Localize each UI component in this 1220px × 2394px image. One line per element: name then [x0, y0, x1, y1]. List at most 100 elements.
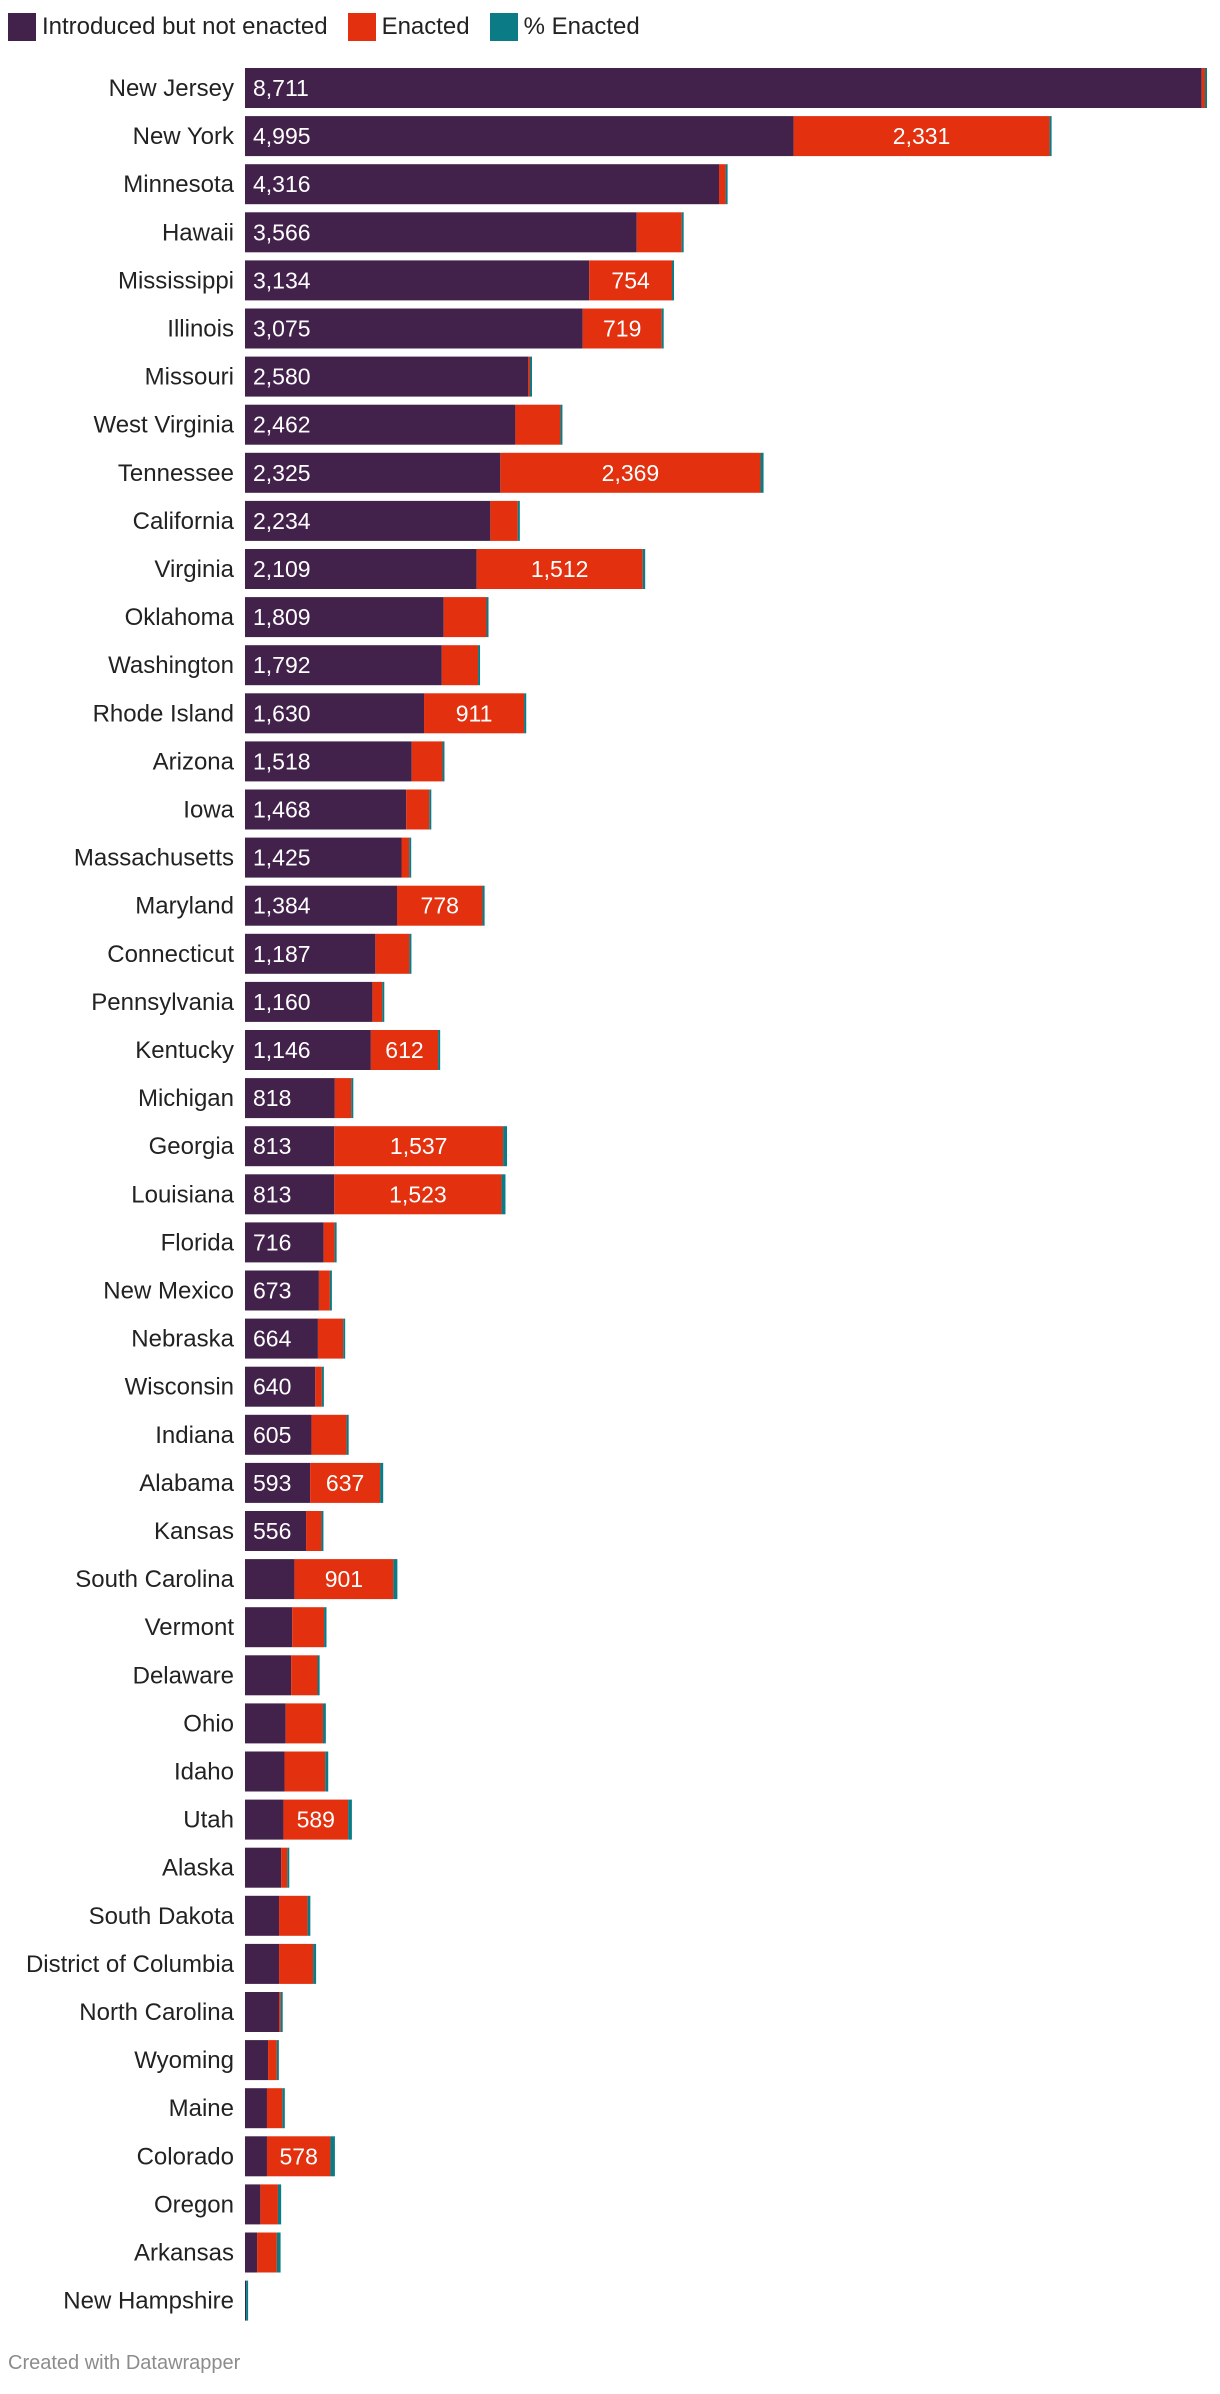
bar-pct-enacted-new-mexico: [329, 1270, 332, 1311]
value-label-introduced-connecticut: 1,187: [253, 941, 311, 967]
value-label-introduced-maryland: 1,384: [253, 893, 311, 919]
value-label-introduced-kentucky: 1,146: [253, 1037, 311, 1063]
bar-enacted-california: [490, 500, 518, 541]
legend-swatch-introduced: [8, 13, 36, 41]
bar-pct-enacted-kentucky: [438, 1030, 441, 1070]
bar-introduced-utah: [245, 1799, 284, 1840]
bar-enacted-arkansas: [257, 2232, 277, 2273]
bar-pct-enacted-louisiana: [501, 1174, 506, 1215]
value-label-enacted-maryland: 778: [421, 893, 459, 919]
bar-pct-enacted-oklahoma: [486, 597, 489, 638]
category-label-north-carolina: North Carolina: [79, 1999, 234, 2026]
legend-item-pct-enacted: % Enacted: [489, 13, 640, 41]
bar-enacted-maryland: [397, 885, 483, 926]
category-label-colorado: Colorado: [137, 2143, 234, 2170]
category-label-vermont: Vermont: [145, 1614, 235, 1641]
legend-label-enacted: Enacted: [381, 13, 470, 40]
category-label-rhode-island: Rhode Island: [93, 700, 234, 727]
category-label-tennessee: Tennessee: [118, 460, 234, 487]
bar-enacted-rhode-island: [424, 693, 525, 734]
value-label-introduced-tennessee: 2,325: [253, 460, 311, 486]
bar-introduced-alabama: [245, 1462, 311, 1503]
category-label-nebraska: Nebraska: [131, 1326, 234, 1353]
bar-introduced-wyoming: [245, 2040, 269, 2081]
bar-pct-enacted-illinois: [661, 308, 664, 349]
value-label-enacted-rhode-island: 911: [456, 700, 493, 726]
bar-enacted-arizona: [411, 741, 443, 782]
category-label-minnesota: Minnesota: [123, 171, 234, 198]
bar-enacted-mississippi: [589, 260, 673, 301]
bar-pct-enacted-mississippi: [672, 260, 675, 301]
bar-enacted-vermont: [292, 1607, 325, 1648]
bar-introduced-pennsylvania: [245, 981, 373, 1022]
category-label-south-carolina: South Carolina: [75, 1566, 234, 1593]
category-label-oregon: Oregon: [154, 2191, 234, 2218]
bar-introduced-louisiana: [245, 1174, 335, 1215]
bar-introduced-new-hampshire: [245, 2280, 247, 2321]
value-label-introduced-new-york: 4,995: [253, 123, 311, 149]
value-label-enacted-mississippi: 754: [611, 267, 650, 293]
value-label-introduced-nebraska: 664: [253, 1326, 292, 1352]
value-label-enacted-utah: 589: [297, 1807, 335, 1833]
bar-introduced-indiana: [245, 1414, 312, 1455]
value-label-introduced-kansas: 556: [253, 1518, 291, 1544]
bar-introduced-oklahoma: [245, 597, 444, 638]
category-label-new-jersey: New Jersey: [109, 75, 234, 102]
bar-pct-enacted-new-jersey: [1205, 68, 1207, 108]
value-label-enacted-kentucky: 612: [385, 1037, 423, 1063]
bar-introduced-minnesota: [245, 164, 720, 205]
bar-introduced-oregon: [245, 2184, 261, 2225]
value-label-introduced-california: 2,234: [253, 508, 311, 534]
value-label-introduced-oklahoma: 1,809: [253, 604, 311, 630]
bar-introduced-ohio: [245, 1703, 286, 1744]
value-label-introduced-georgia: 813: [253, 1133, 291, 1159]
bar-introduced-tennessee: [245, 452, 501, 493]
category-label-missouri: Missouri: [145, 364, 234, 391]
bar-enacted-kansas: [306, 1511, 322, 1551]
category-label-florida: Florida: [161, 1229, 235, 1256]
bar-pct-enacted-wisconsin: [321, 1366, 324, 1407]
bar-enacted-south-carolina: [294, 1559, 394, 1600]
bar-introduced-illinois: [245, 308, 583, 349]
category-label-arizona: Arizona: [153, 748, 235, 775]
bar-enacted-new-york: [793, 116, 1050, 157]
value-label-introduced-virginia: 2,109: [253, 556, 311, 582]
bar-pct-enacted-south-carolina: [393, 1559, 398, 1600]
bar-pct-enacted-ohio: [322, 1703, 326, 1744]
value-label-introduced-indiana: 605: [253, 1422, 291, 1448]
bar-pct-enacted-alabama: [380, 1462, 384, 1503]
legend-swatch-enacted: [347, 13, 376, 41]
legend-item-enacted: Enacted: [347, 13, 470, 41]
category-label-hawaii: Hawaii: [162, 219, 234, 246]
bar-introduced-alaska: [245, 1847, 282, 1888]
bar-introduced-south-dakota: [245, 1895, 280, 1936]
bar-introduced-virginia: [245, 549, 477, 589]
bar-pct-enacted-pennsylvania: [382, 981, 385, 1022]
bar-pct-enacted-oregon: [277, 2184, 282, 2225]
bar-introduced-kentucky: [245, 1030, 371, 1070]
category-label-oklahoma: Oklahoma: [125, 604, 235, 631]
bar-pct-enacted-wyoming: [276, 2040, 279, 2081]
bar-enacted-oregon: [260, 2184, 278, 2225]
legend-item-introduced: Introduced but not enacted: [8, 13, 328, 41]
category-label-illinois: Illinois: [167, 316, 234, 343]
bar-enacted-georgia: [334, 1126, 504, 1167]
value-label-introduced-minnesota: 4,316: [253, 171, 311, 197]
legend-label-introduced: Introduced but not enacted: [42, 13, 328, 40]
value-label-introduced-massachusetts: 1,425: [253, 845, 311, 871]
bar-pct-enacted-florida: [334, 1222, 337, 1263]
category-label-california: California: [133, 508, 235, 535]
bar-introduced-kansas: [245, 1511, 307, 1551]
bar-enacted-connecticut: [375, 933, 410, 974]
bar-enacted-new-jersey: [1201, 68, 1205, 108]
category-label-michigan: Michigan: [138, 1085, 234, 1112]
bar-pct-enacted-kansas: [321, 1511, 324, 1551]
value-label-introduced-michigan: 818: [253, 1085, 291, 1111]
bar-enacted-florida: [323, 1222, 335, 1263]
bar-introduced-missouri: [245, 356, 529, 397]
bar-introduced-north-carolina: [245, 1992, 280, 2032]
category-label-idaho: Idaho: [174, 1759, 234, 1786]
bar-enacted-new-mexico: [318, 1270, 330, 1311]
bar-pct-enacted-california: [517, 500, 520, 541]
value-label-enacted-louisiana: 1,523: [389, 1181, 447, 1207]
